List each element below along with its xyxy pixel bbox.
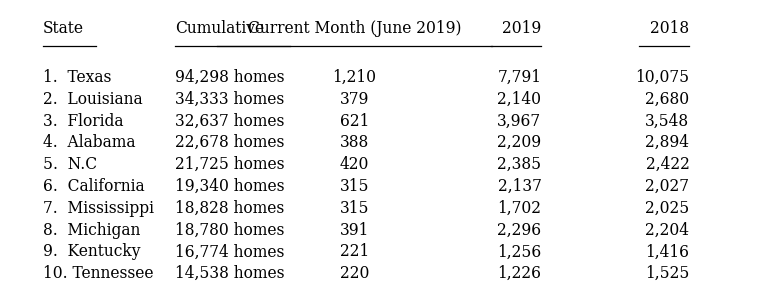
Text: 1,702: 1,702 (498, 200, 541, 217)
Text: 1,226: 1,226 (498, 265, 541, 282)
Text: 16,774 homes: 16,774 homes (175, 243, 284, 260)
Text: 2,027: 2,027 (646, 178, 689, 195)
Text: Current Month (June 2019): Current Month (June 2019) (248, 20, 461, 37)
Text: 21,725 homes: 21,725 homes (175, 156, 285, 173)
Text: 19,340 homes: 19,340 homes (175, 178, 285, 195)
Text: 220: 220 (340, 265, 369, 282)
Text: 1.  Texas: 1. Texas (43, 69, 111, 86)
Text: 10,075: 10,075 (636, 69, 689, 86)
Text: Cumulative: Cumulative (175, 20, 264, 37)
Text: 7.  Mississippi: 7. Mississippi (43, 200, 153, 217)
Text: 391: 391 (340, 222, 369, 238)
Text: 5.  N.C: 5. N.C (43, 156, 97, 173)
Text: 6.  California: 6. California (43, 178, 144, 195)
Text: 3.  Florida: 3. Florida (43, 113, 123, 129)
Text: 2,204: 2,204 (646, 222, 689, 238)
Text: 2,137: 2,137 (498, 178, 541, 195)
Text: 2,296: 2,296 (497, 222, 541, 238)
Text: 2,385: 2,385 (497, 156, 541, 173)
Text: 10. Tennessee: 10. Tennessee (43, 265, 153, 282)
Text: 32,637 homes: 32,637 homes (175, 113, 284, 129)
Text: 2,025: 2,025 (645, 200, 689, 217)
Text: 621: 621 (340, 113, 369, 129)
Text: 379: 379 (340, 91, 369, 108)
Text: 94,298 homes: 94,298 homes (175, 69, 285, 86)
Text: 2018: 2018 (650, 20, 689, 37)
Text: 221: 221 (340, 243, 369, 260)
Text: 34,333 homes: 34,333 homes (175, 91, 284, 108)
Text: 315: 315 (340, 178, 369, 195)
Text: 3,967: 3,967 (497, 113, 541, 129)
Text: 2,680: 2,680 (645, 91, 689, 108)
Text: 1,210: 1,210 (333, 69, 376, 86)
Text: State: State (43, 20, 84, 37)
Text: 420: 420 (340, 156, 369, 173)
Text: 2019: 2019 (502, 20, 541, 37)
Text: 18,780 homes: 18,780 homes (175, 222, 284, 238)
Text: 2,140: 2,140 (498, 91, 541, 108)
Text: 7,791: 7,791 (498, 69, 541, 86)
Text: 2,422: 2,422 (646, 156, 689, 173)
Text: 1,416: 1,416 (646, 243, 689, 260)
Text: 18,828 homes: 18,828 homes (175, 200, 284, 217)
Text: 2.  Louisiana: 2. Louisiana (43, 91, 143, 108)
Text: 9.  Kentucky: 9. Kentucky (43, 243, 140, 260)
Text: 2,209: 2,209 (497, 134, 541, 151)
Text: 4.  Alabama: 4. Alabama (43, 134, 136, 151)
Text: 1,525: 1,525 (645, 265, 689, 282)
Text: 2,894: 2,894 (646, 134, 689, 151)
Text: 14,538 homes: 14,538 homes (175, 265, 285, 282)
Text: 1,256: 1,256 (497, 243, 541, 260)
Text: 8.  Michigan: 8. Michigan (43, 222, 140, 238)
Text: 388: 388 (340, 134, 369, 151)
Text: 22,678 homes: 22,678 homes (175, 134, 284, 151)
Text: 315: 315 (340, 200, 369, 217)
Text: 3,548: 3,548 (645, 113, 689, 129)
